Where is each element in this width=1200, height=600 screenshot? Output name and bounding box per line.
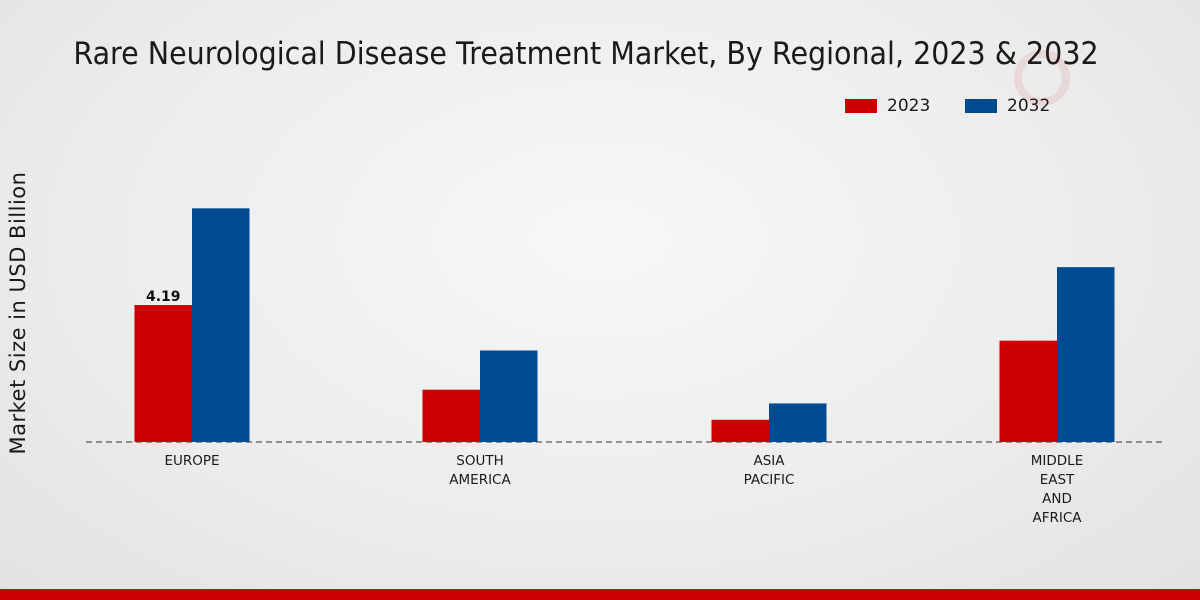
bar-2023-middle-east-and-africa <box>999 340 1057 442</box>
legend-label-2032: 2032 <box>1007 96 1051 116</box>
x-tick-line: PACIFIC <box>743 472 795 488</box>
legend-item-2023: 2023 <box>845 95 930 117</box>
chart-title: Rare Neurological Disease Treatment Mark… <box>73 36 1099 72</box>
bottom-accent-bar <box>0 589 1200 600</box>
x-tick-label-europe: EUROPE <box>122 452 262 471</box>
x-tick-label-middle-east-and-africa: MIDDLE EAST AND AFRICA <box>987 452 1127 528</box>
x-tick-line: AMERICA <box>449 472 511 488</box>
bars-group <box>134 208 1115 442</box>
x-tick-line: MIDDLE <box>1030 453 1084 469</box>
legend-item-2032: 2032 <box>965 95 1050 117</box>
x-tick-line: AFRICA <box>1032 510 1082 526</box>
bar-2032-europe <box>192 208 250 442</box>
legend-label-2023: 2023 <box>887 96 931 116</box>
x-tick-line: ASIA <box>753 453 785 469</box>
data-labels-group: 4.19 <box>146 289 181 305</box>
bar-2032-asia-pacific <box>769 403 827 442</box>
x-tick-label-asia-pacific: ASIA PACIFIC <box>699 452 839 490</box>
x-tick-line: SOUTH <box>456 453 504 469</box>
x-tick-label-south-america: SOUTH AMERICA <box>410 452 550 490</box>
legend-swatch-2023 <box>845 99 877 113</box>
bar-2023-europe <box>134 305 192 442</box>
watermark-logo <box>1014 50 1070 106</box>
bar-2032-middle-east-and-africa <box>1057 267 1115 442</box>
x-tick-line: AND <box>1042 491 1072 507</box>
bar-2023-asia-pacific <box>711 419 769 442</box>
x-tick-line: EAST <box>1039 472 1075 488</box>
legend-swatch-2032 <box>965 99 997 113</box>
data-label-2023-europe: 4.19 <box>146 289 181 305</box>
bar-2023-south-america <box>422 389 480 442</box>
bar-2032-south-america <box>480 350 538 442</box>
x-tick-line: EUROPE <box>164 453 220 469</box>
